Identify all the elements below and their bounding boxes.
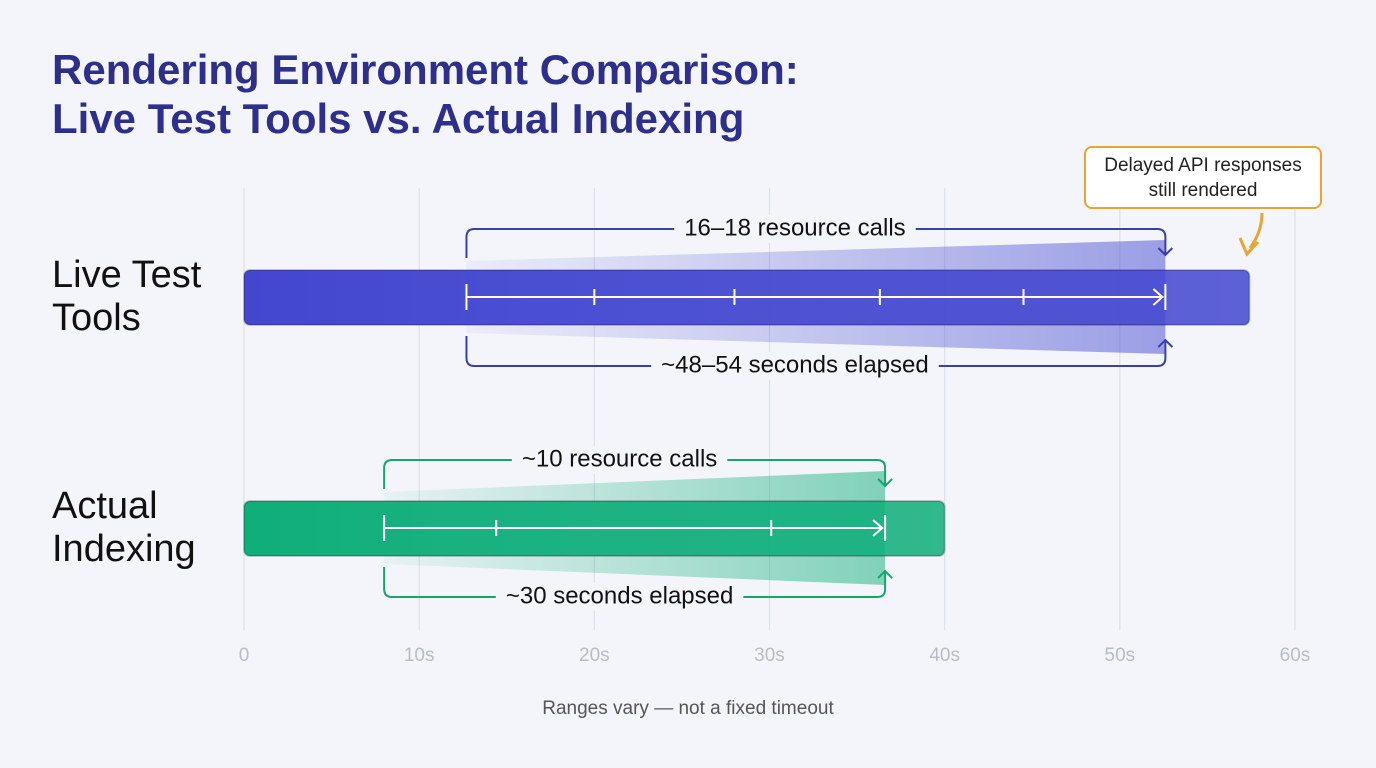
- bracket-label-bottom: ~48–54 seconds elapsed: [661, 351, 929, 378]
- x-tick-label: 60s: [1280, 645, 1311, 666]
- callout: Delayed API responses still rendered: [1084, 146, 1322, 209]
- chart-title: Live Test Tools vs. Actual Indexing: [52, 95, 745, 142]
- label-bg: [511, 446, 728, 474]
- category-label: Live Test Tools: [52, 254, 202, 339]
- footnote: Ranges vary — not a fixed timeout: [542, 698, 834, 719]
- label-bg: [651, 352, 939, 380]
- callout-arrowhead: [1238, 237, 1260, 257]
- bracket-label-top: ~10 resource calls: [522, 445, 717, 472]
- category-label: Actual Indexing: [52, 485, 196, 570]
- x-tick-label: 40s: [929, 645, 960, 666]
- x-tick-label: 50s: [1105, 645, 1136, 666]
- x-tick-label: 20s: [579, 645, 610, 666]
- label-bg: [674, 215, 916, 243]
- x-tick-label: 10s: [404, 645, 435, 666]
- arrowhead: [872, 519, 884, 537]
- arrowhead: [1152, 288, 1164, 306]
- bracket-label-bottom: ~30 seconds elapsed: [506, 582, 734, 609]
- callout-arrow: [1248, 212, 1264, 249]
- x-tick-label: 0: [239, 645, 250, 666]
- x-tick-label: 30s: [754, 645, 785, 666]
- label-bg: [495, 583, 744, 611]
- chart-title: Rendering Environment Comparison:: [52, 46, 799, 93]
- bracket-label-top: 16–18 resource calls: [684, 214, 905, 241]
